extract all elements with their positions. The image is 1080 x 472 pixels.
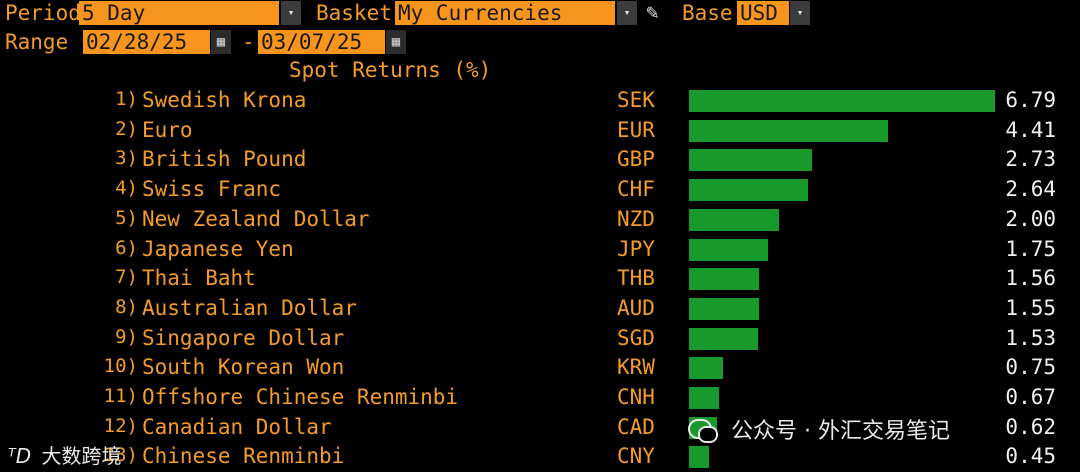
row-currency-code: CNH [617,385,655,409]
period-dropdown-icon[interactable]: ▾ [281,1,301,25]
wechat-watermark: 公众号 · 外汇交易笔记 [688,413,950,445]
row-rank: 9) [115,325,138,348]
base-dropdown-icon[interactable]: ▾ [790,1,810,25]
row-currency-name: Thai Baht [142,266,256,291]
row-currency-name: Japanese Yen [142,236,294,261]
return-bar [689,179,808,202]
brand-logo: ᵀD [8,444,32,468]
edit-pencil-icon[interactable]: ✎ [646,0,659,24]
row-currency-code: CHF [617,177,655,202]
base-select[interactable]: USD [737,1,789,25]
row-currency-code: EUR [617,117,655,142]
return-value-label: 0.75 [1005,355,1056,380]
row-rank: 7) [115,266,138,289]
wechat-watermark-text: 公众号 · 外汇交易笔记 [731,419,950,444]
return-bar [689,446,710,469]
row-rank: 12) [103,414,138,437]
range-separator: - [242,30,255,54]
period-label: Period [5,1,81,25]
return-value-label: 0.62 [1005,414,1056,439]
row-currency-name: Chinese Renminbi [142,444,345,469]
row-currency-name: Offshore Chinese Renminbi [142,385,459,409]
row-currency-code: CAD [617,414,655,439]
range-start-input[interactable]: 02/28/25 [83,30,210,54]
row-currency-code: SEK [617,88,655,112]
range-start-calendar-icon[interactable]: ▦ [211,30,231,54]
return-value-label: 6.79 [1005,88,1056,112]
range-label: Range [5,30,69,54]
row-currency-code: THB [617,266,655,291]
return-value-label: 2.00 [1005,206,1056,231]
row-currency-name: Swiss Franc [142,177,282,202]
return-bar [689,327,758,350]
brand-watermark: ᵀD 大数跨境 [8,440,121,469]
row-rank: 5) [115,206,138,229]
range-end-input[interactable]: 03/07/25 [258,30,385,54]
row-rank: 11) [103,385,138,407]
return-value-label: 1.56 [1005,266,1056,291]
return-value-label: 2.73 [1005,147,1056,172]
row-currency-name: Australian Dollar [142,295,357,320]
return-bar [689,119,888,142]
return-bar [689,238,768,261]
return-value-label: 1.53 [1005,325,1056,350]
return-value-label: 4.41 [1005,117,1056,142]
row-currency-code: SGD [617,325,655,350]
return-bar [689,90,995,112]
return-value-label: 0.67 [1005,385,1056,409]
return-bar [689,357,723,380]
row-rank: 1) [115,88,138,110]
base-label: Base [682,1,733,25]
row-rank: 10) [103,355,138,378]
return-value-label: 0.45 [1005,444,1056,469]
return-value-label: 1.55 [1005,295,1056,320]
brand-watermark-text: 大数跨境 [41,444,122,468]
wechat-icon [688,417,718,443]
return-value-label: 2.64 [1005,177,1056,202]
row-currency-name: British Pound [142,147,307,172]
basket-dropdown-icon[interactable]: ▾ [617,1,637,25]
return-bar [689,268,760,291]
row-currency-code: GBP [617,147,655,172]
row-currency-code: AUD [617,295,655,320]
row-currency-name: Swedish Krona [142,88,307,112]
row-currency-name: New Zealand Dollar [142,206,370,231]
row-currency-name: Euro [142,117,193,142]
row-rank: 6) [115,236,138,259]
row-currency-code: NZD [617,206,655,231]
return-bar [689,387,720,409]
row-currency-code: CNY [617,444,655,469]
row-rank: 13) [103,444,138,467]
row-currency-name: South Korean Won [142,355,345,380]
return-bar [689,297,759,320]
basket-label: Basket [316,1,392,25]
return-bar [689,149,813,172]
row-rank: 3) [115,147,138,170]
return-value-label: 1.75 [1005,236,1056,261]
row-rank: 4) [115,177,138,200]
row-rank: 2) [115,117,138,140]
period-select[interactable]: 5 Day [79,1,279,25]
return-bar [689,208,780,231]
row-currency-code: JPY [617,236,655,261]
basket-select[interactable]: My Currencies [395,1,615,25]
chart-title: Spot Returns (%) [289,58,492,82]
row-currency-name: Canadian Dollar [142,414,332,439]
range-end-calendar-icon[interactable]: ▦ [386,30,406,54]
row-rank: 8) [115,295,138,318]
row-currency-name: Singapore Dollar [142,325,345,350]
row-currency-code: KRW [617,355,655,380]
